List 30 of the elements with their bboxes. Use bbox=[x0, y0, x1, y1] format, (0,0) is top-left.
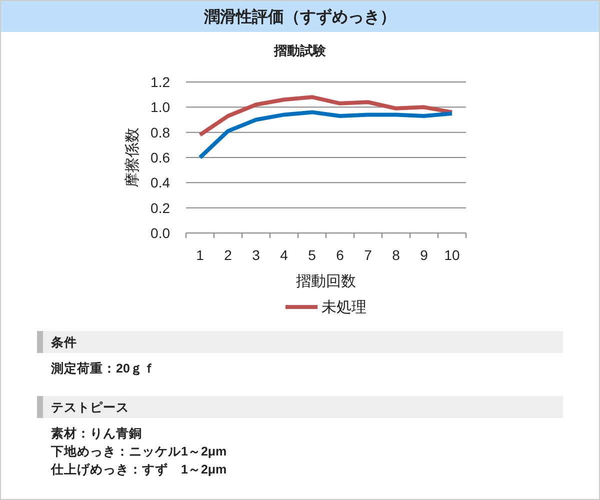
x-tick-label: 1 bbox=[196, 247, 204, 263]
y-tick-label: 0.2 bbox=[150, 200, 170, 216]
x-tick-label: 8 bbox=[392, 247, 400, 263]
x-tick-label: 7 bbox=[364, 247, 372, 263]
x-tick-label: 9 bbox=[420, 247, 428, 263]
y-axis-title: 摩擦係数 bbox=[124, 128, 141, 188]
x-tick-label: 6 bbox=[336, 247, 344, 263]
x-tick-label: 3 bbox=[252, 247, 260, 263]
x-tick-label: 4 bbox=[280, 247, 288, 263]
chart-subtitle: 摺動試験 bbox=[273, 43, 327, 58]
x-tick-label: 2 bbox=[224, 247, 232, 263]
y-tick-label: 0.0 bbox=[150, 225, 170, 241]
text: 仕上げめっき：すず 1～2μm bbox=[50, 462, 227, 476]
y-tick-label: 0.8 bbox=[150, 124, 170, 140]
text: テストピース bbox=[51, 400, 129, 414]
text: 条件 bbox=[50, 336, 77, 350]
y-tick-label: 0.6 bbox=[150, 150, 170, 166]
y-tick-label: 1.2 bbox=[150, 74, 170, 90]
legend-label: 未処理 bbox=[322, 299, 366, 316]
line-series bbox=[198, 95, 454, 137]
line-series bbox=[198, 110, 454, 160]
y-tick-label: 0.4 bbox=[150, 174, 170, 191]
x-tick-label: 5 bbox=[308, 247, 316, 263]
chart-title: 潤滑性評価（すずめっき） bbox=[203, 8, 396, 26]
x-tick-label: 10 bbox=[444, 247, 460, 263]
text: 下地めっき：ニッケル1～2μm bbox=[50, 444, 227, 458]
x-axis-title: 摺動回数 bbox=[296, 273, 356, 290]
text: 素材：りん青銅 bbox=[51, 426, 142, 440]
text: 測定荷重：20ｇｆ bbox=[50, 360, 156, 376]
y-tick-label: 1.0 bbox=[150, 99, 170, 116]
